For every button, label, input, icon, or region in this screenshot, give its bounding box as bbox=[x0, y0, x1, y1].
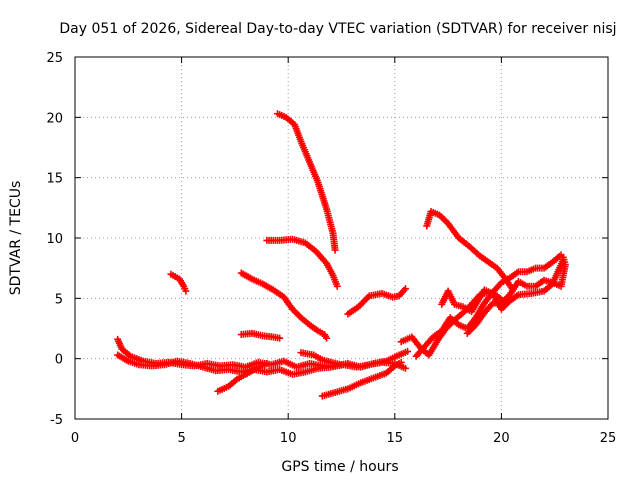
series-3 bbox=[423, 207, 516, 293]
series-5 bbox=[167, 270, 190, 295]
series-12 bbox=[297, 349, 345, 369]
y-tick-label: -5 bbox=[50, 413, 63, 428]
data-point bbox=[276, 334, 284, 342]
series-1 bbox=[274, 110, 339, 254]
x-tick-label: 20 bbox=[493, 431, 510, 446]
x-tick-label: 10 bbox=[280, 431, 297, 446]
series-16 bbox=[438, 256, 567, 316]
series-2 bbox=[263, 235, 341, 290]
y-tick-label: 5 bbox=[55, 292, 63, 307]
y-tick-label: 15 bbox=[46, 172, 63, 187]
data-point bbox=[559, 256, 567, 264]
x-tick-label: 5 bbox=[177, 431, 185, 446]
y-axis-title: SDTVAR / TECUs bbox=[8, 181, 24, 296]
data-point bbox=[333, 282, 341, 290]
axis-ticks: 0 5 10 15 20 25 -5 0 5 10 15 20 25 bbox=[46, 51, 616, 446]
x-tick-label: 0 bbox=[71, 431, 79, 446]
data-point bbox=[401, 285, 409, 293]
x-tick-label: 25 bbox=[600, 431, 617, 446]
data-points bbox=[114, 110, 569, 400]
data-point bbox=[182, 287, 190, 295]
y-tick-label: 0 bbox=[55, 353, 63, 368]
data-point bbox=[397, 358, 405, 366]
series-14 bbox=[412, 251, 565, 360]
series-4 bbox=[237, 269, 331, 342]
data-point bbox=[338, 361, 345, 369]
series-10 bbox=[214, 359, 271, 395]
x-tick-label: 15 bbox=[387, 431, 404, 446]
data-point bbox=[404, 347, 412, 355]
series-11 bbox=[318, 358, 405, 400]
chart-title: Day 051 of 2026, Sidereal Day-to-day VTE… bbox=[59, 21, 616, 37]
data-point bbox=[401, 364, 409, 372]
data-point bbox=[323, 334, 331, 342]
y-tick-label: 25 bbox=[46, 51, 63, 66]
y-tick-label: 20 bbox=[46, 111, 63, 126]
series-6 bbox=[344, 285, 409, 318]
y-tick-label: 10 bbox=[46, 232, 63, 247]
data-point bbox=[331, 246, 339, 254]
x-axis-title: GPS time / hours bbox=[281, 459, 398, 475]
data-point bbox=[263, 359, 271, 367]
series-7 bbox=[237, 329, 284, 342]
